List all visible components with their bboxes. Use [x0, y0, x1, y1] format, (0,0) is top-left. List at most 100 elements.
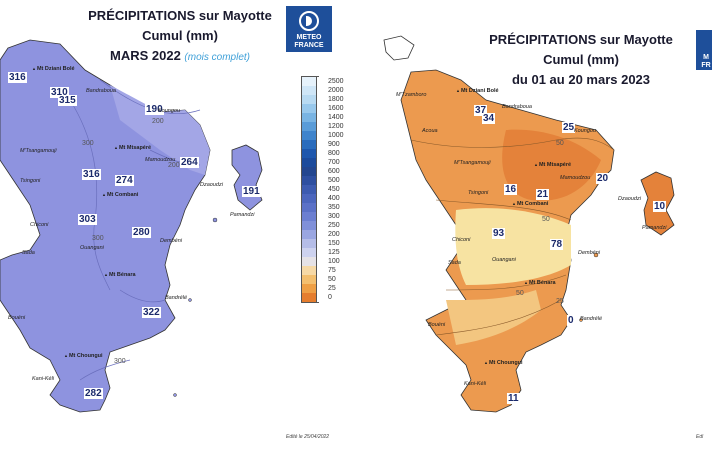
rain-value: 10: [653, 201, 667, 212]
rain-value: 264: [180, 157, 199, 168]
isoline-label: 200: [168, 162, 180, 169]
color-legend: 2500 2000 1800 1600 1400 1200 1000 900 800 700 600…: [301, 76, 344, 303]
legend-label: 100: [328, 257, 340, 265]
legend-swatch: [301, 185, 317, 194]
place-label: Tsingoni: [20, 178, 41, 184]
place-label: Pamandzi: [642, 225, 667, 231]
legend-label: 2000: [328, 86, 344, 94]
rain-value: 37: [474, 105, 488, 116]
mountain-label: Mt Choungui: [64, 353, 103, 359]
legend-swatch: [301, 248, 317, 257]
legend-swatch: [301, 293, 317, 302]
isoline-label: 25: [556, 298, 564, 305]
legend-swatch: [301, 176, 317, 185]
legend-label: 500: [328, 176, 340, 184]
place-label: Dzaoudzi: [200, 182, 223, 188]
isoline-label: 200: [152, 118, 164, 125]
mountain-label: Mt Combani: [102, 192, 138, 198]
rain-value: 303: [78, 214, 97, 225]
place-label: Chiconi: [452, 237, 471, 243]
legend-label: 2500: [328, 77, 344, 85]
mountain-label: Mt Choungui: [484, 360, 523, 366]
rain-value: 316: [8, 72, 27, 83]
mountain-label: Mt Combani: [512, 201, 548, 207]
legend-label: 400: [328, 194, 340, 202]
legend-swatch: [301, 167, 317, 176]
legend-swatch: [301, 203, 317, 212]
legend-label: 1000: [328, 131, 344, 139]
legend-label: 1400: [328, 113, 344, 121]
place-label: Dzaoudzi: [618, 196, 641, 202]
place-label: Pamandzi: [230, 212, 255, 218]
title-line-2: Cumul (mm): [543, 52, 619, 67]
legend-swatch: [301, 95, 317, 104]
rain-value: 191: [242, 186, 261, 197]
rain-value: 0: [567, 315, 575, 326]
legend-label: 450: [328, 185, 340, 193]
legend-label: 200: [328, 230, 340, 238]
mountain-label: Mt Mtsapéré: [114, 145, 151, 151]
legend-label: 1600: [328, 104, 344, 112]
meteo-france-logo: METEO FRANCE: [286, 6, 332, 52]
legend-label: 600: [328, 167, 340, 175]
isoline-label: 50: [516, 290, 524, 297]
place-label: Ouangani: [492, 257, 516, 263]
meteo-france-logo-icon: [299, 11, 319, 31]
title-2023: PRÉCIPITATIONS sur Mayotte Cumul (mm) du…: [476, 30, 686, 90]
place-label: Kani-Kéli: [32, 376, 55, 382]
place-label: M'Tsangamouji: [20, 148, 57, 154]
place-label: Mamoudzou: [145, 157, 176, 163]
legend-swatch: [301, 113, 317, 122]
mountain-label: Mt Dziani Bolé: [32, 66, 75, 72]
footer-date: Edité le 25/04/2022: [286, 434, 330, 440]
title-line-1: PRÉCIPITATIONS sur Mayotte: [489, 32, 673, 47]
rain-value: 282: [84, 388, 103, 399]
legend-swatch: [301, 149, 317, 158]
legend-label: 700: [328, 158, 340, 166]
rain-value: 34: [482, 113, 496, 124]
legend-swatch: [301, 212, 317, 221]
place-label: Dembéni: [578, 250, 601, 256]
place-label: M'Tsangamouji: [454, 160, 491, 166]
rain-value: 25: [562, 122, 576, 133]
legend-swatch: [301, 86, 317, 95]
legend-label: 350: [328, 203, 340, 211]
title-line-2: Cumul (mm): [142, 28, 218, 43]
legend-swatch: [301, 131, 317, 140]
title-line-1: PRÉCIPITATIONS sur Mayotte: [88, 8, 272, 23]
meteo-france-logo: M FR: [696, 30, 712, 70]
place-label: Ouangani: [80, 245, 104, 251]
place-label: Koungou: [574, 128, 597, 134]
rain-value: 322: [142, 307, 161, 318]
place-label: Acoua: [422, 128, 438, 134]
legend-swatch: [301, 104, 317, 113]
map-panel-mars-2023: PRÉCIPITATIONS sur Mayotte Cumul (mm) du…: [356, 0, 712, 449]
legend-label: 1200: [328, 122, 344, 130]
rain-value: 11: [507, 393, 520, 404]
mountain-label: Mt Bénara: [524, 280, 556, 286]
mayotte-map-2023: [383, 35, 675, 413]
isoline-label: 300: [92, 235, 104, 242]
isoline-label: 50: [542, 216, 550, 223]
rain-value: 310: [50, 87, 69, 98]
title-line-3: du 01 au 20 mars 2023: [511, 72, 651, 87]
legend-label: 1800: [328, 95, 344, 103]
map-panel-mars-2022: PRÉCIPITATIONS sur Mayotte Cumul (mm) MA…: [0, 0, 356, 449]
legend-label: 900: [328, 140, 340, 148]
footer-date: Edi: [696, 434, 704, 440]
legend-label: 150: [328, 239, 340, 247]
title-2022: PRÉCIPITATIONS sur Mayotte Cumul (mm) MA…: [60, 6, 300, 68]
place-label: M'Tzamboro: [396, 92, 427, 98]
legend-label: 50: [328, 275, 336, 283]
legend-swatch: [301, 284, 317, 293]
legend-label: 75: [328, 266, 336, 274]
place-label: Chiconi: [30, 222, 49, 228]
place-label: Mamoudzou: [560, 175, 591, 181]
place-label: Bandrélé: [165, 295, 188, 301]
place-label: Dembéni: [160, 238, 183, 244]
rain-value: 280: [132, 227, 151, 238]
isoline-label: 300: [82, 140, 94, 147]
legend-swatch: [301, 122, 317, 131]
rain-value: 20: [596, 173, 610, 184]
legend-swatch: [301, 158, 317, 167]
